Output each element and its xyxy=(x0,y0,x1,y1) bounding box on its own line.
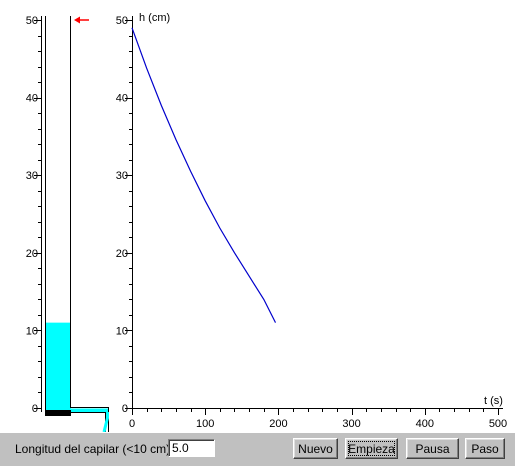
height-time-chart: 0 10 20 30 40 50 0 100 200 300 400 500 h (cm) t (s… xyxy=(116,12,507,430)
chart-x-tick-label: 400 xyxy=(416,418,434,430)
simulation-area: 0 10 20 30 40 50 0 10 20 30 40 50 0 100 200 300 400 500… xyxy=(26,12,507,432)
chart-xlabel: t (s) xyxy=(484,395,503,407)
chart-x-tick-label: 500 xyxy=(489,418,507,430)
tank-scale-label: 0 xyxy=(32,403,38,415)
chart-y-tick-label: 50 xyxy=(116,15,128,27)
tank-scale-label: 10 xyxy=(26,325,38,337)
tank-scale: 0 10 20 30 40 50 xyxy=(26,15,42,415)
capillary-length-input[interactable] xyxy=(168,439,215,457)
chart-y-tick-label: 30 xyxy=(116,170,128,182)
simulation-canvas: 0 10 20 30 40 50 0 10 20 30 40 50 0 100 200 300 400 500… xyxy=(26,12,507,432)
chart-y-ticks: 0 10 20 30 40 50 xyxy=(116,15,132,415)
tank-scale-label: 40 xyxy=(26,93,38,105)
control-bar: Longitud del capilar (<10 cm) Nuevo Empi… xyxy=(0,432,515,466)
tank-water xyxy=(46,322,71,410)
step-button[interactable]: Paso xyxy=(465,438,505,459)
chart-x-tick-label: 0 xyxy=(129,418,135,430)
capillary-length-label: Longitud del capilar (<10 cm) xyxy=(15,442,171,456)
chart-y-tick-label: 40 xyxy=(116,93,128,105)
chart-y-tick-label: 20 xyxy=(116,248,128,260)
new-button[interactable]: Nuevo xyxy=(293,438,338,459)
chart-y-tick-label: 10 xyxy=(116,325,128,337)
height-curve-line xyxy=(131,27,277,323)
chart-x-tick-label: 300 xyxy=(342,418,360,430)
capillary-water xyxy=(71,408,108,412)
chart-x-tick-label: 200 xyxy=(269,418,287,430)
start-button[interactable]: Empieza xyxy=(345,438,398,459)
chart-x-ticks: 0 100 200 300 400 500 xyxy=(129,409,507,430)
chart-ylabel: h (cm) xyxy=(139,12,170,24)
chart-x-tick-label: 100 xyxy=(196,418,214,430)
chart-y-tick-label: 0 xyxy=(122,403,128,415)
level-marker-arrow-icon[interactable] xyxy=(74,16,89,24)
pause-button[interactable]: Pausa xyxy=(406,438,459,459)
tank-scale-label: 50 xyxy=(26,15,38,27)
tank-scale-label: 20 xyxy=(26,248,38,260)
tank-scale-label: 30 xyxy=(26,170,38,182)
tank-base xyxy=(45,410,71,416)
capillary-stream xyxy=(102,412,109,432)
chart-series xyxy=(131,27,277,323)
water-tank xyxy=(45,16,109,432)
